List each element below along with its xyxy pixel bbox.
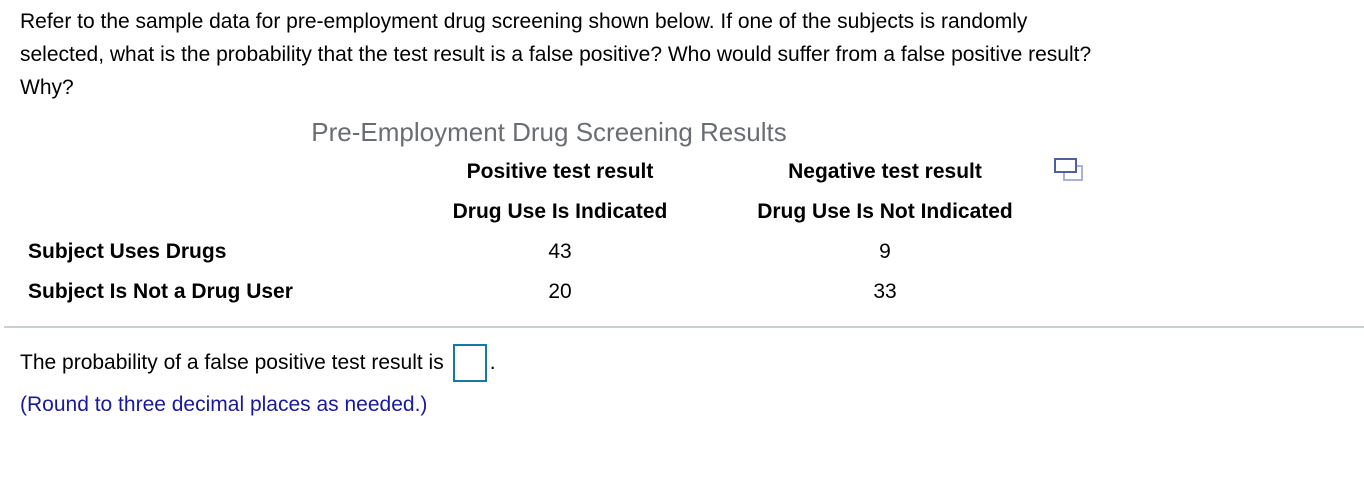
- divider: [4, 326, 1364, 328]
- table-row: Subject Uses Drugs 43 9: [28, 232, 1070, 272]
- rounding-hint: (Round to three decimal places as needed…: [20, 393, 428, 416]
- question-line: Why?: [20, 76, 74, 99]
- question-text: Refer to the sample data for pre-employm…: [0, 0, 1364, 104]
- answer-input[interactable]: [452, 344, 487, 382]
- table-header-row: Positive test result Negative test resul…: [28, 152, 1070, 192]
- table-row: Subject Is Not a Drug User 20 33: [28, 272, 1070, 312]
- table-title: Pre-Employment Drug Screening Results: [311, 117, 787, 147]
- results-table: Pre-Employment Drug Screening Results Po…: [28, 112, 1083, 312]
- answer-suffix: .: [489, 351, 496, 374]
- cell-value: 33: [873, 280, 897, 303]
- cell-value: 43: [548, 240, 572, 263]
- row-label-uses-drugs: Subject Uses Drugs: [28, 240, 227, 263]
- table-header-row: Drug Use Is Indicated Drug Use Is Not In…: [28, 192, 1070, 232]
- column-subheader-indicated: Drug Use Is Indicated: [452, 200, 668, 223]
- cell-value: 9: [879, 240, 891, 263]
- question-line: Refer to the sample data for pre-employm…: [20, 10, 1028, 33]
- column-header-positive: Positive test result: [466, 160, 654, 183]
- cell-value: 20: [548, 280, 572, 303]
- enlarge-table-icon[interactable]: [1054, 158, 1084, 184]
- column-header-negative: Negative test result: [788, 160, 982, 183]
- enlarge-table-icon-front-rect: [1054, 158, 1077, 173]
- question-line: selected, what is the probability that t…: [20, 43, 1092, 66]
- problem-page: Refer to the sample data for pre-employm…: [0, 0, 1364, 416]
- answer-prompt: The probability of a false positive test…: [20, 351, 444, 374]
- answer-line: The probability of a false positive test…: [20, 342, 1364, 384]
- column-subheader-not-indicated: Drug Use Is Not Indicated: [757, 200, 1013, 223]
- row-label-not-drug-user: Subject Is Not a Drug User: [28, 280, 293, 303]
